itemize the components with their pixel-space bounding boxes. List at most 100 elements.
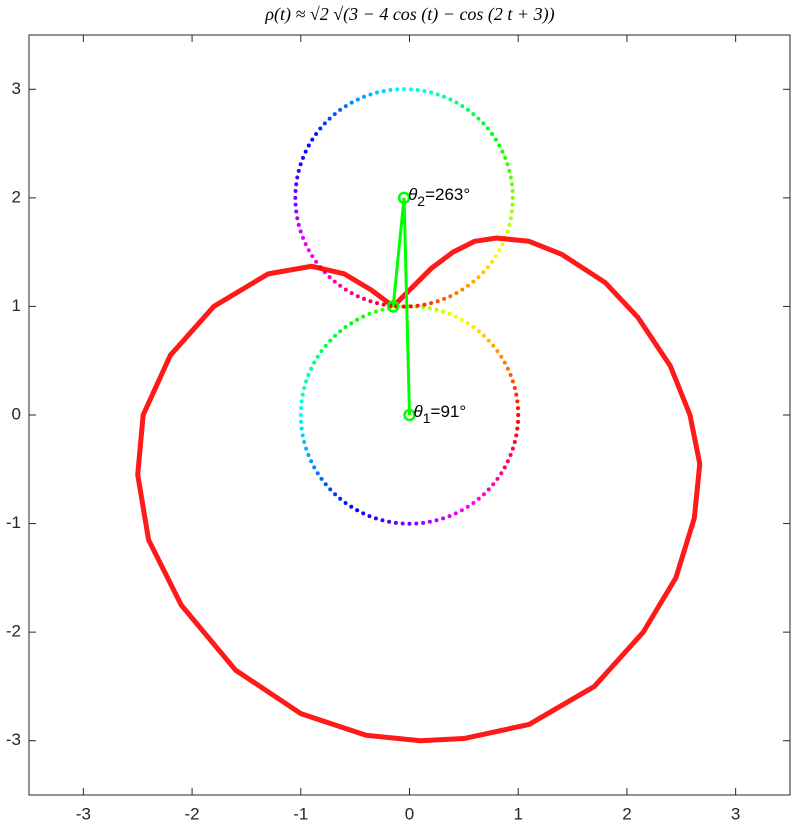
circle-dot [294,182,299,187]
circle-dot [515,426,520,431]
circle-dot [454,100,459,105]
circle-dot [368,92,373,97]
circle-dot [355,317,360,322]
circle-dot [490,259,495,264]
circle-dot [298,162,303,167]
circle-dot [512,385,517,390]
circle-dot [299,419,304,424]
curve [135,235,703,744]
circle-dot [510,189,515,194]
annotation: θ1=91° [414,402,467,425]
circle-dot [503,155,508,160]
y-tick-label: 1 [12,296,21,315]
circle-dot [485,265,490,270]
circle-dot [299,426,304,431]
circle-dot [459,317,464,322]
circle-dot [505,459,510,464]
circle-dot [306,453,311,458]
y-tick-label: -1 [6,513,21,532]
circle-dot [434,307,439,312]
circle-dot [343,500,348,505]
circle-dot [476,329,481,334]
circle-dot [465,504,470,509]
circle-dot [454,291,459,296]
circle-dot [338,283,343,288]
circle-dot [465,321,470,326]
circle-dot [332,112,337,117]
circle-dot [408,87,413,92]
circle-dot [415,88,420,93]
circle-dot [380,518,385,523]
annotation-text: =263° [425,185,470,204]
circle-dot [303,149,308,154]
circle-dot [310,137,315,142]
circle-dot [298,229,303,234]
circle-dot [306,372,311,377]
circle-dot [312,360,317,365]
circle-dot [442,296,447,301]
circle-dot [476,275,481,280]
circle-dot [448,97,453,102]
joint [397,191,411,205]
circle-dot [514,392,519,397]
circle-dot [343,325,348,330]
circle-dot [322,121,327,126]
circle-dot [414,521,419,526]
circle-dot [315,354,320,359]
circle-dot [327,116,332,121]
annotation-subscript: 2 [417,193,425,209]
circle-dot [508,175,513,180]
circle-dot [441,309,446,314]
circle-dot [328,487,333,492]
circle-dot [499,471,504,476]
circle-dot [309,459,314,464]
circle-dot [343,104,348,109]
x-tick-label: 3 [731,804,740,823]
circle-dot [508,216,513,221]
circle-dot [300,433,305,438]
circle-dot [435,92,440,97]
circle-dot [415,303,420,308]
circle-dot [309,366,314,371]
circle-dot [355,97,360,102]
circle-dot [333,492,338,497]
circle-dot [460,104,465,109]
circle-dot [349,504,354,509]
annotation-symbol: θ [414,402,424,421]
circle-dot [362,296,367,301]
circle-dot [381,302,386,307]
circle-dot [295,175,300,180]
circle-dot [502,360,507,365]
circle-dot [471,325,476,330]
circle-dot [306,248,311,253]
circle-dot [507,222,512,227]
circle-dot [516,413,521,417]
circle-dot [368,299,373,304]
circle-dot [485,126,490,131]
x-tick-label: 0 [405,804,414,823]
circle-dot [300,155,305,160]
circle-dot [505,229,510,234]
chart-title: ρ(t) ≈ √2 √(3 − 4 cos (t) − cos (2 t + 3… [264,4,554,25]
circle-dot [471,279,476,284]
circle-dot [338,329,343,334]
circle-dot [490,131,495,136]
circle-dot [362,94,367,99]
annotation-subscript: 1 [423,410,431,426]
circle-dot [497,143,502,148]
circle-dot [486,487,491,492]
circle-dot [429,90,434,95]
y-tick-label: -2 [6,622,21,641]
circle-dot [380,307,385,312]
circle-dot [447,311,452,316]
y-tick-label: 3 [12,79,21,98]
circle-dot [508,453,513,458]
circle-dot [515,399,520,404]
circle-dot [302,385,307,390]
circle-dot [300,392,305,397]
circle-dot [514,433,519,438]
circle-dot [441,516,446,521]
annotation: θ2=263° [408,185,470,208]
circle-dot [407,521,412,526]
circle-dot [512,440,517,445]
